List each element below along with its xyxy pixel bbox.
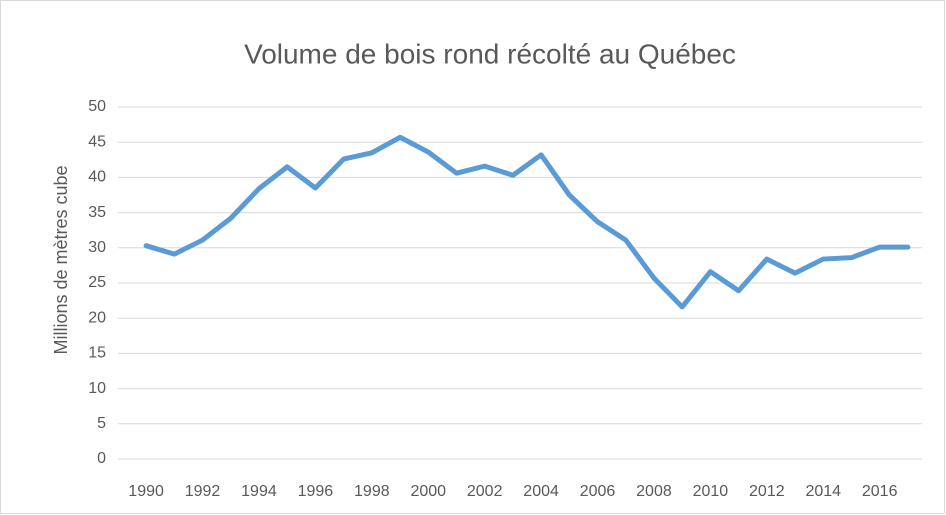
x-tick-label: 2014 — [805, 483, 841, 500]
y-axis-label: Millions de mètres cube — [51, 165, 71, 354]
x-tick-label: 1992 — [185, 483, 221, 500]
y-tick-label: 25 — [88, 274, 106, 291]
y-tick-label: 5 — [97, 415, 106, 432]
y-tick-label: 15 — [88, 345, 106, 362]
x-tick-label: 2008 — [636, 483, 672, 500]
y-tick-label: 50 — [88, 98, 106, 115]
x-tick-label: 2010 — [693, 483, 729, 500]
y-tick-label: 0 — [97, 450, 106, 467]
chart-title: Volume de bois rond récolté au Québec — [244, 38, 736, 69]
x-tick-label: 1998 — [354, 483, 390, 500]
y-tick-label: 40 — [88, 169, 106, 186]
y-tick-label: 30 — [88, 239, 106, 256]
x-tick-label: 2012 — [749, 483, 785, 500]
y-tick-label: 45 — [88, 133, 106, 150]
x-tick-label: 2002 — [467, 483, 503, 500]
x-tick-label: 1996 — [298, 483, 334, 500]
data-line — [143, 134, 911, 310]
y-tick-label: 20 — [88, 309, 106, 326]
y-tick-label: 10 — [88, 380, 106, 397]
x-tick-label: 1994 — [241, 483, 277, 500]
x-tick-label: 2000 — [410, 483, 446, 500]
x-tick-label: 2016 — [862, 483, 898, 500]
x-tick-label: 1990 — [128, 483, 164, 500]
x-tick-label: 2006 — [580, 483, 616, 500]
y-tick-label: 35 — [88, 204, 106, 221]
x-tick-label: 2004 — [523, 483, 559, 500]
